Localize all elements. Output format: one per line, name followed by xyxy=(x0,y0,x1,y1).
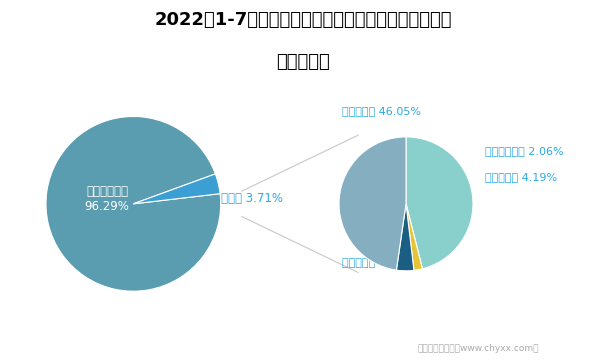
Text: 水力发电量 46.05%: 水力发电量 46.05% xyxy=(342,106,421,116)
Wedge shape xyxy=(46,116,221,291)
Text: 2022年1-7月湖北省发电量占全国比重及该地区各发电: 2022年1-7月湖北省发电量占全国比重及该地区各发电 xyxy=(155,11,451,29)
Wedge shape xyxy=(406,204,422,270)
Text: 类型占比图: 类型占比图 xyxy=(276,53,330,71)
Wedge shape xyxy=(406,137,473,269)
Text: 全国其他省份
96.29%: 全国其他省份 96.29% xyxy=(85,186,130,213)
Text: 制图：智研咨询（www.chyxx.com）: 制图：智研咨询（www.chyxx.com） xyxy=(418,344,539,353)
Wedge shape xyxy=(133,174,220,204)
Wedge shape xyxy=(339,137,406,270)
Text: 风力发电量 4.19%: 风力发电量 4.19% xyxy=(485,171,557,182)
Text: 火力发电量 47.7%: 火力发电量 47.7% xyxy=(342,257,415,267)
Text: 湖北省 3.71%: 湖北省 3.71% xyxy=(221,192,283,205)
Wedge shape xyxy=(396,204,414,271)
Text: 太阳能发电量 2.06%: 太阳能发电量 2.06% xyxy=(485,146,564,156)
